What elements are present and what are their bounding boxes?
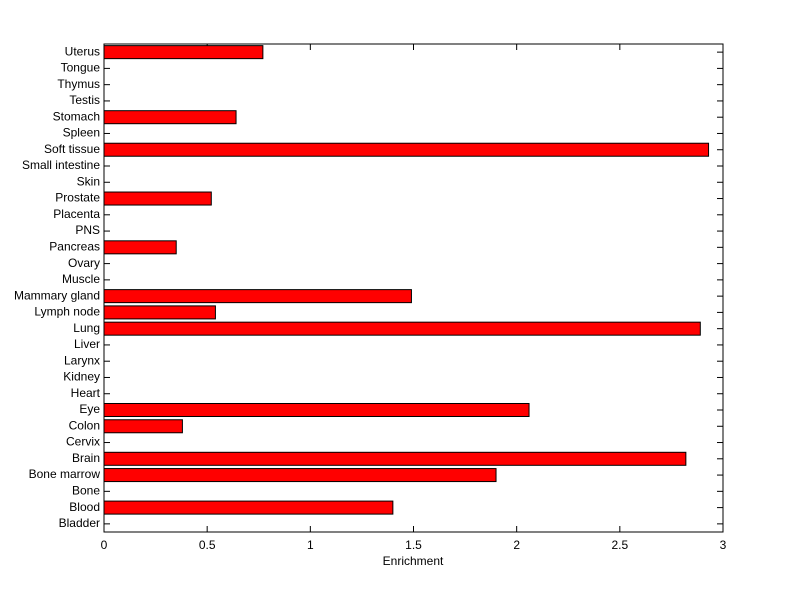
bar [103,191,212,206]
bar [103,240,177,255]
x-tick-label: 0 [101,538,108,552]
bar [103,305,216,320]
bar [103,451,687,466]
y-tick-label: Lymph node [34,305,100,319]
y-tick-label: Mammary gland [14,288,100,302]
y-tick-label: Lung [73,321,100,335]
y-tick-label: PNS [75,223,100,237]
y-tick-label: Muscle [62,272,100,286]
bar [103,45,264,60]
y-tick-label: Skin [77,174,100,188]
bar [103,468,497,483]
y-tick-label: Testis [69,93,100,107]
y-tick-label: Soft tissue [44,142,100,156]
y-tick-label: Colon [69,418,100,432]
y-tick-label: Tongue [61,61,101,75]
y-tick-label: Prostate [55,191,100,205]
y-tick-label: Bladder [59,516,100,530]
x-tick-label: 3 [720,538,727,552]
x-axis-label: Enrichment [383,554,444,568]
y-tick-label: Larynx [64,353,100,367]
y-tick-label: Brain [72,451,100,465]
y-tick-label: Small intestine [22,158,100,172]
y-tick-label: Placenta [53,207,100,221]
bar [103,500,394,515]
y-tick-label: Bone marrow [29,467,101,481]
y-tick-label: Blood [69,500,100,514]
y-tick-label: Pancreas [49,240,100,254]
bar [103,419,183,434]
y-tick-label: Spleen [63,126,100,140]
x-tick-label: 2 [513,538,520,552]
x-tick-label: 0.5 [199,538,216,552]
y-tick-label: Bone [72,484,100,498]
x-tick-label: 1 [307,538,314,552]
y-tick-label: Cervix [66,435,100,449]
y-tick-label: Kidney [63,370,100,384]
y-tick-label: Ovary [68,256,100,270]
y-tick-label: Stomach [53,109,100,123]
bar [103,142,710,157]
plot-area [103,43,724,533]
y-tick-label: Thymus [57,77,100,91]
bar [103,402,530,418]
y-tick-label: Eye [79,402,100,416]
bar [103,110,237,125]
x-tick-label: 1.5 [405,538,422,552]
y-tick-label: Uterus [65,44,100,58]
y-tick-label: Liver [74,337,100,351]
y-tick-label: Heart [71,386,101,400]
bar [103,289,412,304]
x-tick-label: 2.5 [611,538,628,552]
bar [103,321,701,336]
